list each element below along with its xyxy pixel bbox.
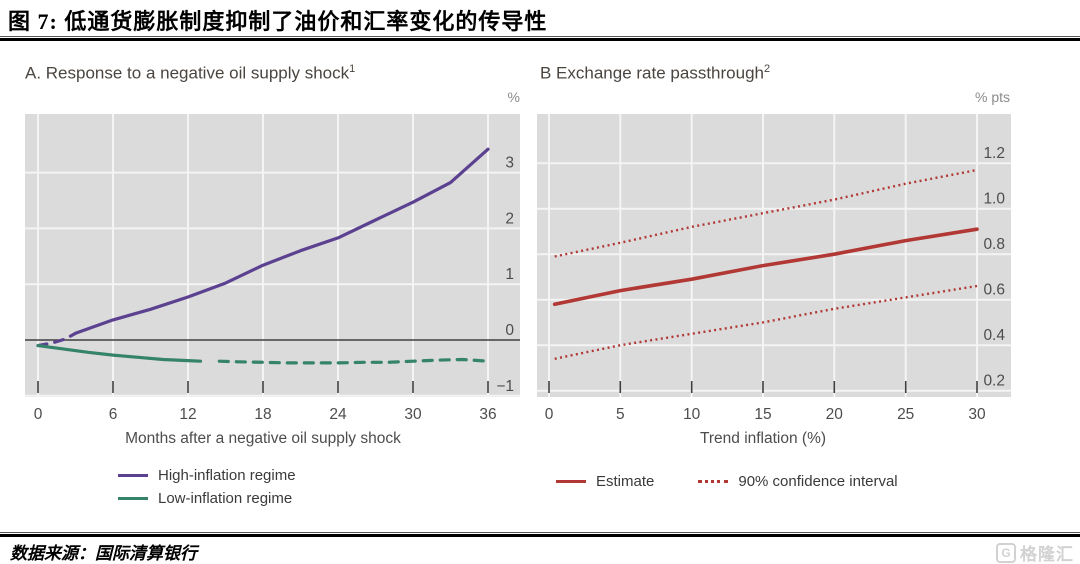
x-axis-tick-label: 24 <box>329 406 347 423</box>
x-axis-tick-label: 15 <box>754 406 771 423</box>
gelonghui-logo-icon: G <box>996 542 1016 563</box>
low-inflation-line-swatch <box>118 496 148 501</box>
gelonghui-logo-text: 格隆汇 <box>1020 545 1074 564</box>
series-line-low-inflation-regime-later-insignificant <box>217 357 490 365</box>
bottom-rule-thick-line <box>0 534 1080 537</box>
series-line-low-inflation-regime <box>36 344 203 363</box>
panel-b-footnote-marker: 2 <box>763 63 771 75</box>
panel-a-unit-label: % <box>507 89 520 105</box>
series-line-high-inflation-regime <box>73 147 490 335</box>
data-source-note: 数据来源：国际清算银行 <box>10 544 197 563</box>
top-rule-gap <box>0 37 1080 38</box>
x-axis-tick-label: 0 <box>34 406 43 423</box>
panel-a-footnote-marker: 1 <box>349 63 356 75</box>
bottom-rule-thin-line <box>0 532 1080 533</box>
x-axis-tick-label: 30 <box>968 406 986 423</box>
panel-b-title: B Exchange rate passthrough2 <box>540 63 770 84</box>
series-line-90-confidence-interval-lower <box>554 284 978 360</box>
panel-a-title: A. Response to a negative oil supply sho… <box>25 63 355 84</box>
x-axis-title: Trend inflation (%) <box>700 430 826 447</box>
confidence-interval-swatch <box>698 480 729 483</box>
panel-b-title-text: B Exchange rate passthrough <box>540 63 764 83</box>
y-axis-tick-label: 1 <box>505 266 514 283</box>
figure-title: 图 7: 低通货膨胀制度抑制了油价和汇率变化的传导性 <box>8 9 548 34</box>
plot-background <box>537 114 1011 397</box>
y-axis-tick-label: 3 <box>505 155 514 172</box>
high-inflation-line-swatch <box>118 473 148 478</box>
y-axis-tick-label: 0.4 <box>983 327 1005 344</box>
x-axis-tick-label: 0 <box>545 406 554 423</box>
legend-label: High-inflation regime <box>158 467 296 484</box>
plot-background <box>25 114 520 397</box>
x-axis-tick-label: 10 <box>683 406 701 423</box>
y-axis-tick-label: −1 <box>496 378 514 395</box>
legend-label: Estimate <box>596 473 655 490</box>
x-axis-tick-label: 30 <box>404 406 422 423</box>
panel-b-chart: 1.2 1.0 0.8 0.6 0.4 0.2 0 5 10 15 20 25 30 Trend infl… <box>537 114 1011 447</box>
y-axis-tick-label: 0.6 <box>983 282 1005 299</box>
y-axis-tick-label: 0.2 <box>983 373 1005 390</box>
legend-label: Low-inflation regime <box>158 490 293 507</box>
panel-b-unit-label: % pts <box>974 89 1010 105</box>
y-axis-tick-label: 2 <box>505 210 514 227</box>
y-axis-tick-label: 1.0 <box>983 191 1005 208</box>
y-axis-tick-label: 1.2 <box>983 145 1005 162</box>
top-rule-thick-line <box>0 38 1080 41</box>
x-axis-tick-label: 20 <box>826 406 844 423</box>
top-rule-thin-line <box>0 36 1080 37</box>
panel-a-chart: 3 2 1 0 −1 0 6 12 18 24 30 36 Months after a negativ… <box>25 114 520 447</box>
legend-item-estimate: Estimate <box>556 470 654 493</box>
series-line-high-inflation-regime-early-insignificant <box>36 331 78 348</box>
x-axis-tick-label: 18 <box>254 406 271 423</box>
legend-item-high-inflation: High-inflation regime <box>118 464 296 487</box>
y-axis-tick-label: 0.8 <box>983 236 1005 253</box>
panel-a-legend: High-inflation regime Low-inflation regi… <box>118 464 296 510</box>
x-axis-tick-label: 25 <box>897 406 914 423</box>
x-axis-tick-label: 5 <box>616 406 625 423</box>
estimate-line-swatch <box>556 479 586 484</box>
bottom-rule <box>0 532 1080 537</box>
legend-item-confidence-interval: 90% confidence interval <box>698 470 898 493</box>
gelonghui-logo: G 格隆汇 <box>996 540 1074 564</box>
series-line-estimate <box>552 227 979 307</box>
panel-a-title-text: A. Response to a negative oil supply sho… <box>25 63 350 83</box>
top-rule <box>0 36 1080 41</box>
x-axis-tick-label: 12 <box>179 406 196 423</box>
bottom-rule-gap <box>0 533 1080 534</box>
x-axis-tick-label: 36 <box>479 406 496 423</box>
panel-b-legend: Estimate 90% confidence interval <box>556 470 898 493</box>
y-axis-tick-label: 0 <box>505 322 514 339</box>
x-axis-title: Months after a negative oil supply shock <box>125 430 401 447</box>
x-axis-tick-label: 6 <box>109 406 118 423</box>
legend-label: 90% confidence interval <box>738 473 898 490</box>
legend-item-low-inflation: Low-inflation regime <box>118 487 296 510</box>
